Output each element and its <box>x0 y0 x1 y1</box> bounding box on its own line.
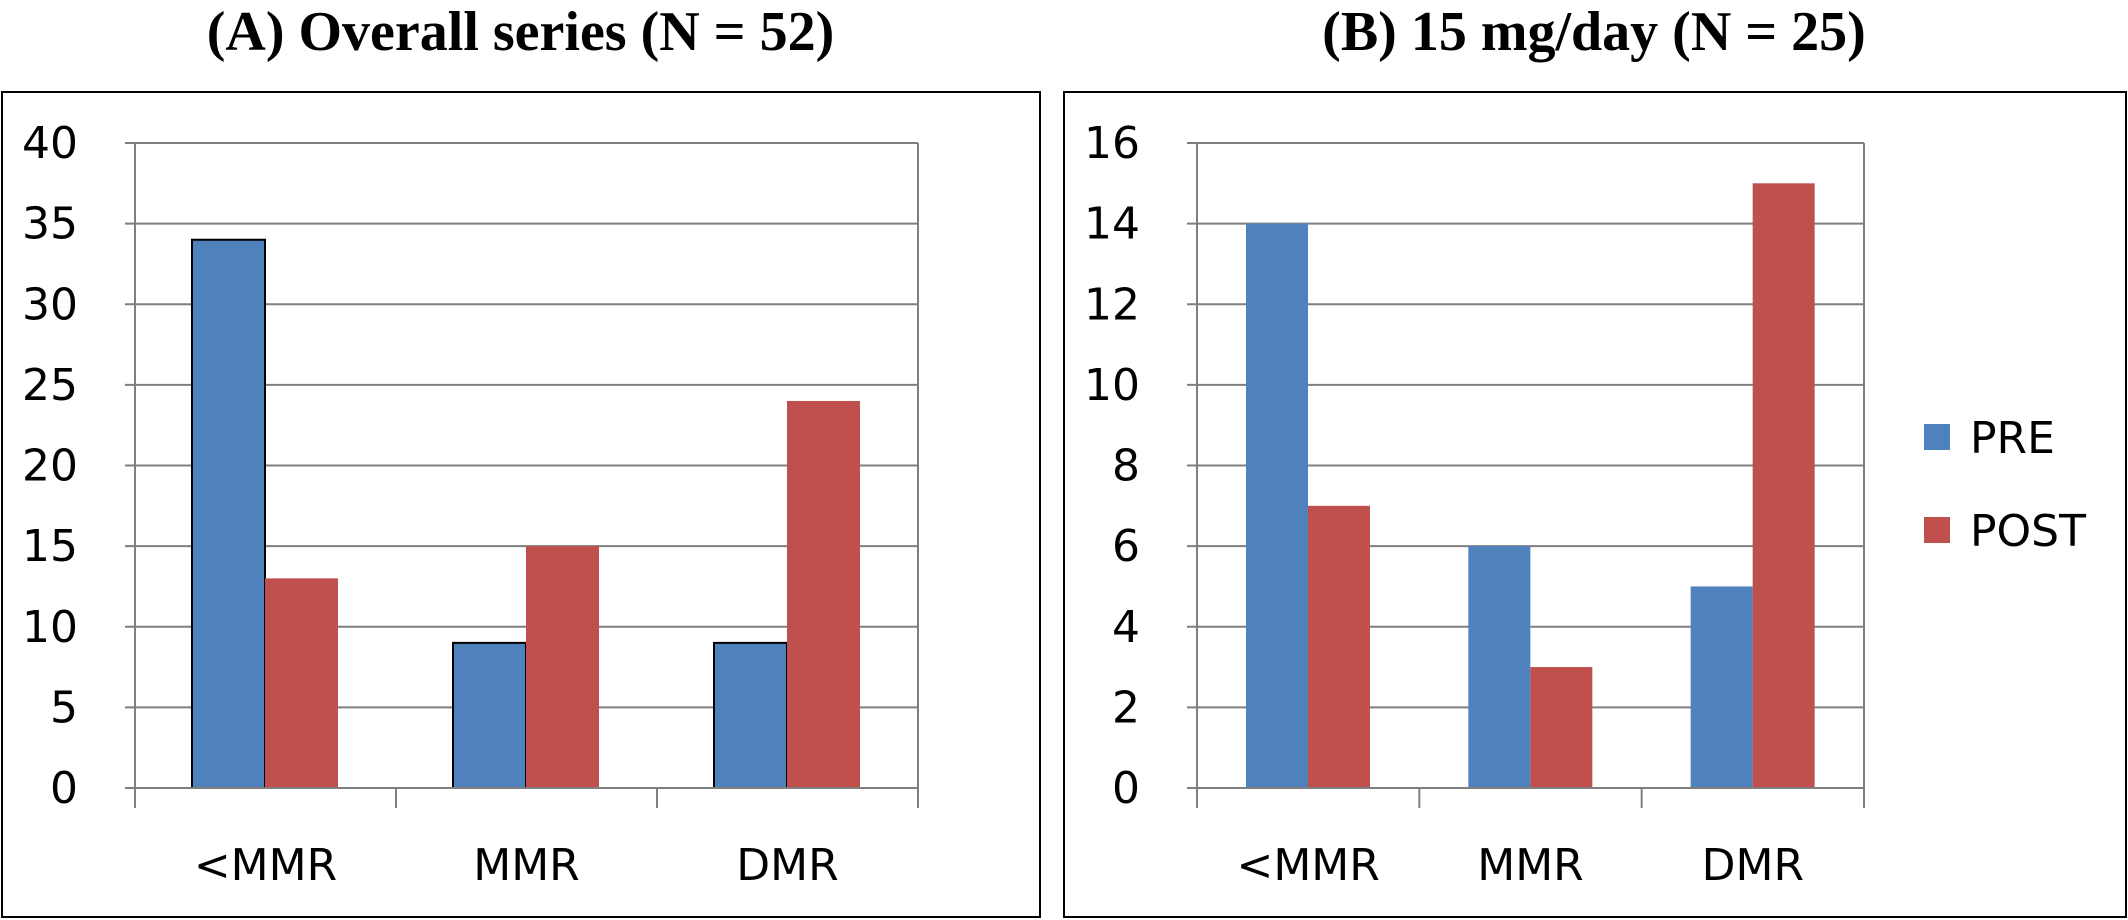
legend: PRE POST <box>1924 413 2086 557</box>
chart-a-bar-pre-1 <box>191 238 266 789</box>
chart-b-bar-post-1 <box>1308 505 1370 788</box>
legend-label-post: POST <box>1970 506 2086 557</box>
chart-a-bar-pre-2 <box>452 641 527 789</box>
chart-a-bar-post-1 <box>265 578 338 788</box>
chart-b-y-tick-label: 2 <box>1112 682 1140 733</box>
chart-a-plot: 0 5 10 15 20 25 30 35 40 <MMR MMR DMR <box>1 91 1041 918</box>
chart-a-x-tick-label: <MMR <box>194 840 337 891</box>
chart-b-y-tick-label: 16 <box>1084 118 1140 169</box>
chart-b-y-tick-label: 10 <box>1084 360 1140 411</box>
chart-b-x-tick-label: MMR <box>1477 840 1584 891</box>
chart-b-y-tick-label: 14 <box>1084 199 1140 250</box>
chart-b-y-tick-label: 6 <box>1112 521 1140 572</box>
chart-b-bar-pre-1 <box>1246 223 1308 788</box>
legend-swatch-pre <box>1924 424 1950 450</box>
chart-a-y-tick-label: 0 <box>50 763 78 814</box>
chart-a-y-tick-label: 35 <box>22 199 78 250</box>
chart-a-bar-post-3 <box>787 401 860 788</box>
chart-b-bar-pre-2 <box>1468 546 1531 788</box>
chart-b-bar-post-3 <box>1752 183 1815 788</box>
chart-b-y-tick-label: 0 <box>1112 763 1140 814</box>
chart-b-y-tick-label: 8 <box>1112 441 1140 492</box>
chart-a-y-tick-label: 5 <box>50 682 78 733</box>
chart-b-title: (B) 15 mg/day (N = 25) <box>1322 1 1866 63</box>
chart-a-y-tick-label: 30 <box>22 279 78 330</box>
chart-a-y-tick-label: 20 <box>22 441 78 492</box>
chart-a-bar-post-2 <box>526 546 599 788</box>
chart-b-bar-pre-3 <box>1690 586 1753 788</box>
chart-a-y-tick-label: 25 <box>22 360 78 411</box>
chart-a-y-tick-label: 15 <box>22 521 78 572</box>
chart-a-title: (A) Overall series (N = 52) <box>206 1 835 63</box>
legend-label-pre: PRE <box>1970 413 2055 464</box>
chart-a-frame <box>1 91 1041 918</box>
legend-swatch-post <box>1924 517 1950 543</box>
chart-b-plot: 0 2 4 6 8 10 12 14 16 <MMR MMR DMR PRE POST <box>1063 91 2127 918</box>
chart-b-y-tick-label: 4 <box>1112 602 1140 653</box>
chart-b-x-tick-label: <MMR <box>1236 840 1379 891</box>
chart-a-y-tick-label: 10 <box>22 602 78 653</box>
chart-a-y-tick-label: 40 <box>22 118 78 169</box>
chart-a-bar-pre-3 <box>713 641 788 789</box>
chart-a-x-tick-label: MMR <box>473 840 580 891</box>
chart-b-y-tick-label: 12 <box>1084 279 1140 330</box>
chart-b-frame <box>1063 91 2127 918</box>
chart-b-x-tick-label: DMR <box>1702 840 1804 891</box>
chart-b-bar-post-2 <box>1530 667 1593 788</box>
chart-a-x-tick-label: DMR <box>736 840 838 891</box>
